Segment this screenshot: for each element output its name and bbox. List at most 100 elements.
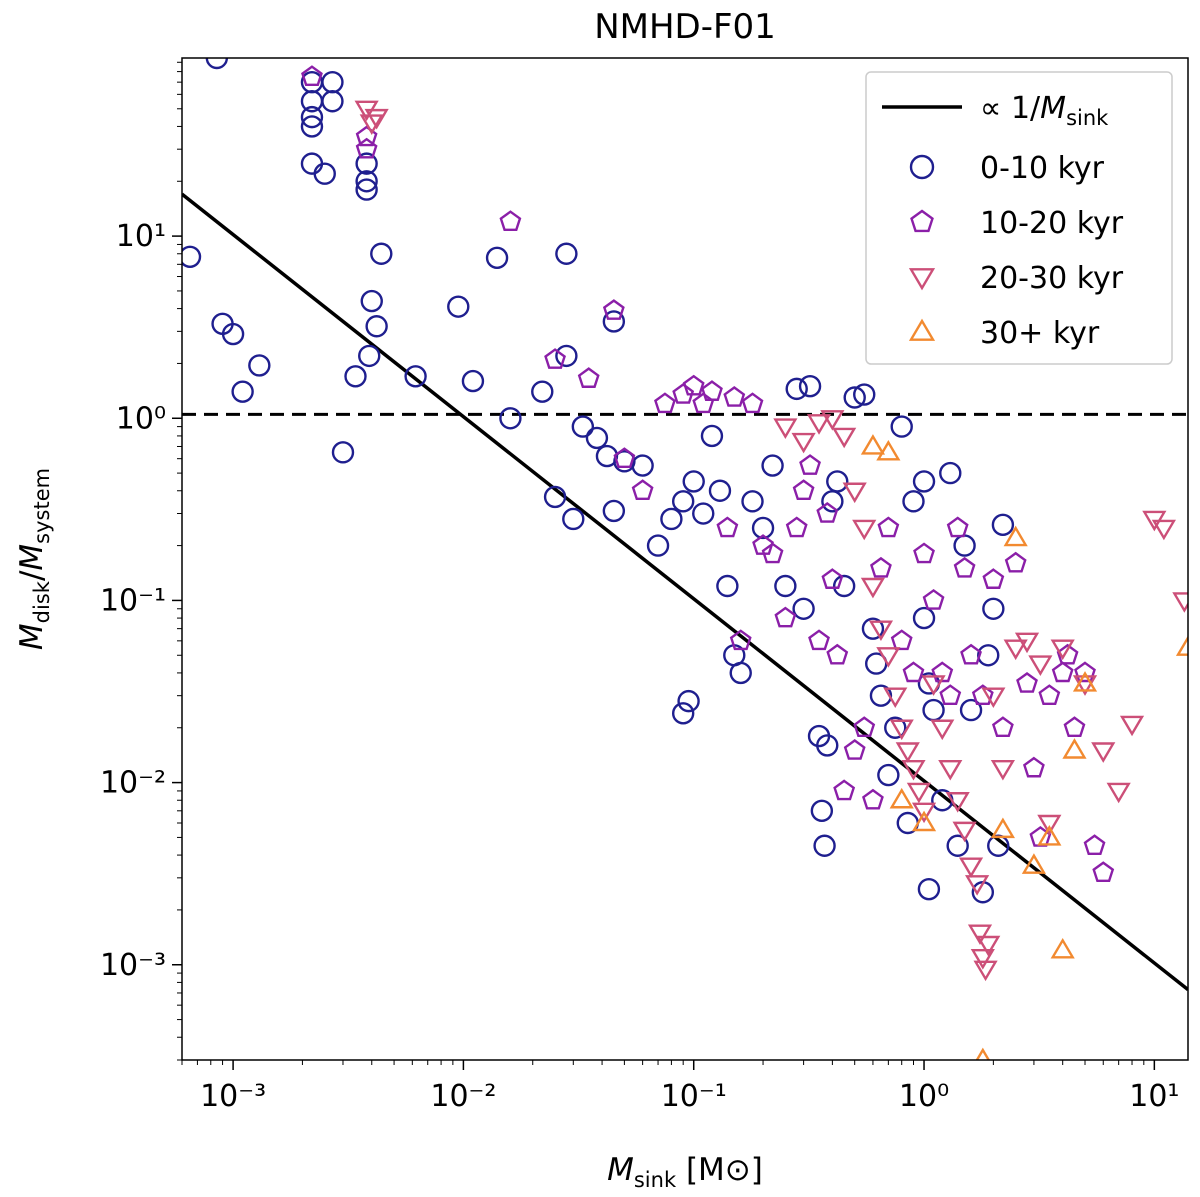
data-point — [404, 365, 427, 388]
data-point — [922, 588, 945, 610]
proportional-line — [182, 192, 1188, 992]
legend-label: ∝ 1/Msink — [980, 91, 1109, 130]
data-point — [773, 418, 798, 439]
data-point — [499, 210, 522, 231]
x-tick-label: 10¹ — [1129, 1079, 1179, 1114]
data-point — [860, 434, 886, 455]
data-point — [355, 178, 378, 201]
legend-marker-3 — [908, 318, 936, 341]
data-point — [577, 367, 600, 388]
data-point — [358, 344, 381, 368]
data-point — [1037, 814, 1062, 836]
data-point — [751, 516, 775, 540]
plot-frame — [181, 57, 1189, 1061]
data-point — [922, 698, 945, 722]
data-point — [182, 245, 202, 268]
data-point — [355, 137, 378, 159]
data-point — [946, 516, 969, 538]
data-point — [930, 719, 955, 741]
data-point — [884, 716, 907, 739]
data-point — [921, 675, 946, 696]
data-point — [967, 924, 993, 946]
y-axis-label-text: Mdisk/Msystem — [14, 468, 54, 650]
data-point — [555, 242, 578, 265]
data-point — [938, 759, 963, 781]
data-point — [741, 490, 764, 513]
data-point — [677, 689, 700, 713]
data-point — [774, 606, 797, 628]
data-point — [970, 949, 995, 970]
data-point — [248, 354, 271, 377]
data-point — [1151, 519, 1176, 541]
data-point — [631, 479, 654, 501]
data-point — [982, 597, 1005, 620]
data-point — [939, 684, 962, 705]
data-point — [585, 426, 609, 450]
data-point — [862, 788, 884, 810]
data-point — [300, 115, 324, 138]
data-point — [1106, 782, 1131, 804]
data-point — [231, 380, 254, 403]
data-point — [301, 65, 323, 86]
data-point — [1028, 655, 1053, 676]
data-point — [682, 374, 705, 396]
data-point — [912, 470, 936, 493]
data-point — [555, 344, 578, 368]
data-point — [826, 470, 849, 493]
data-point — [300, 152, 324, 175]
data-point — [499, 407, 522, 430]
data-point — [355, 170, 378, 193]
data-point — [716, 516, 739, 538]
data-point — [842, 482, 867, 504]
data-point — [365, 315, 388, 338]
data-point — [869, 684, 893, 707]
data-point — [1072, 671, 1098, 692]
data-point — [952, 821, 977, 843]
data-point — [976, 935, 1001, 957]
data-point — [631, 454, 654, 477]
series-2 — [354, 100, 1188, 982]
data-point — [870, 556, 892, 578]
legend-marker-1 — [910, 209, 934, 233]
data-point — [660, 507, 683, 531]
data-point — [761, 542, 784, 564]
data-point — [1083, 834, 1106, 856]
data-point — [321, 70, 344, 94]
data-point — [1074, 661, 1096, 683]
data-point — [355, 125, 378, 147]
data-point — [965, 875, 990, 896]
data-point — [911, 802, 937, 824]
data-point — [321, 90, 344, 113]
data-point — [808, 629, 830, 651]
data-point — [913, 542, 935, 564]
data-point — [816, 502, 839, 523]
data-point — [447, 295, 470, 318]
y-tick-label: 10⁻³ — [100, 948, 166, 983]
data-point — [682, 470, 705, 493]
data-point — [1003, 525, 1028, 547]
x-axis-label-text: Msink [M⊙] — [607, 1152, 763, 1192]
data-point — [982, 568, 1005, 589]
y-tick-label: 10¹ — [116, 219, 166, 254]
data-point — [890, 415, 913, 438]
data-point — [945, 792, 970, 813]
data-point — [990, 759, 1015, 781]
data-point — [890, 629, 913, 651]
data-point — [785, 516, 808, 538]
data-point — [331, 441, 355, 464]
data-point — [832, 574, 856, 598]
data-point — [1050, 937, 1075, 959]
data-point — [852, 519, 877, 541]
chart-title: NMHD-F01 — [594, 7, 776, 47]
data-point — [798, 374, 822, 398]
data-point — [654, 392, 676, 414]
data-point — [205, 58, 229, 70]
data-point — [708, 479, 732, 502]
data-point — [613, 447, 636, 468]
x-tick-label: 10⁻³ — [200, 1079, 266, 1114]
data-point — [971, 684, 994, 705]
data-point — [868, 620, 894, 642]
data-point — [991, 513, 1015, 537]
x-tick-label: 10⁰ — [899, 1079, 949, 1114]
